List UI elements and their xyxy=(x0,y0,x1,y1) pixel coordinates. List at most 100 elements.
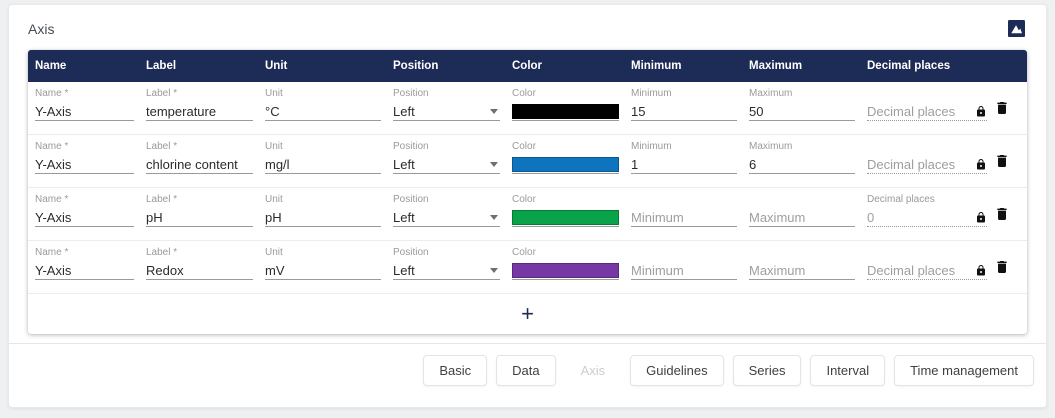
unit-field: Unit mg/l xyxy=(265,141,393,181)
color-field: Color xyxy=(512,141,631,181)
label-input[interactable]: Redox xyxy=(146,261,253,280)
maximum-field: Maximum xyxy=(749,194,867,234)
name-input[interactable]: Y-Axis xyxy=(35,102,134,121)
column-header-position: Position xyxy=(393,60,439,72)
field-floating-label: Unit xyxy=(265,247,283,258)
maximum-input[interactable]: Maximum xyxy=(749,208,855,227)
unit-input[interactable]: pH xyxy=(265,208,381,227)
name-field: Name * Y-Axis xyxy=(35,194,146,234)
tab-axis: Axis xyxy=(564,355,622,386)
minimum-input[interactable]: Minimum xyxy=(631,208,737,227)
color-swatch xyxy=(512,103,619,119)
lock-icon[interactable] xyxy=(975,264,987,277)
field-floating-label: Unit xyxy=(265,194,283,205)
position-field: Position Left xyxy=(393,194,512,234)
decimal-places-field: Decimal places 0 xyxy=(867,194,987,234)
row-actions xyxy=(987,194,1017,234)
add-row: + xyxy=(28,294,1027,334)
decimal-places-input[interactable]: Decimal places xyxy=(867,102,987,121)
axis-row: Name * Y-Axis Label * chlorine content U… xyxy=(28,135,1027,188)
color-picker[interactable] xyxy=(512,155,619,174)
color-swatch xyxy=(512,209,619,225)
field-floating-label: Label * xyxy=(146,194,178,205)
page-title: Axis xyxy=(28,20,55,37)
minimum-field: Minimum xyxy=(631,194,749,234)
field-floating-label: Decimal places xyxy=(867,194,935,205)
label-field: Label * Redox xyxy=(146,247,265,287)
column-header-minimum: Minimum xyxy=(631,60,682,72)
field-floating-label: Label * xyxy=(146,247,178,258)
field-floating-label xyxy=(867,88,987,101)
axis-row: Name * Y-Axis Label * pH Unit pH Positio… xyxy=(28,188,1027,241)
table-header-row: Name Label Unit Position Color Minimum M… xyxy=(28,50,1027,82)
field-floating-label: Maximum xyxy=(749,141,793,152)
position-select[interactable]: Left xyxy=(393,208,500,227)
lock-icon[interactable] xyxy=(975,105,987,118)
color-picker[interactable] xyxy=(512,261,619,280)
image-icon[interactable] xyxy=(1008,20,1025,37)
tab-guidelines[interactable]: Guidelines xyxy=(630,355,724,386)
chevron-down-icon xyxy=(490,214,498,220)
unit-input[interactable]: mg/l xyxy=(265,155,381,174)
position-select[interactable]: Left xyxy=(393,102,500,121)
label-input[interactable]: pH xyxy=(146,208,253,227)
field-floating-label xyxy=(749,194,867,207)
unit-input[interactable]: °C xyxy=(265,102,381,121)
field-floating-label: Color xyxy=(512,194,536,205)
color-picker[interactable] xyxy=(512,102,619,121)
name-input[interactable]: Y-Axis xyxy=(35,155,134,174)
maximum-input[interactable]: 6 xyxy=(749,155,855,174)
lock-icon[interactable] xyxy=(975,158,987,171)
tab-time-management[interactable]: Time management xyxy=(894,355,1034,386)
color-picker[interactable] xyxy=(512,208,619,227)
maximum-input[interactable]: 50 xyxy=(749,102,855,121)
minimum-field: Minimum 15 xyxy=(631,88,749,128)
tab-data[interactable]: Data xyxy=(496,355,556,386)
chevron-down-icon xyxy=(490,108,498,114)
label-field: Label * chlorine content xyxy=(146,141,265,181)
column-header-label: Label xyxy=(146,60,177,72)
decimal-places-field: Decimal places xyxy=(867,141,987,181)
column-header-color: Color xyxy=(512,60,543,72)
unit-field: Unit °C xyxy=(265,88,393,128)
label-input[interactable]: chlorine content xyxy=(146,155,253,174)
trash-icon[interactable] xyxy=(994,258,1010,276)
trash-icon[interactable] xyxy=(994,205,1010,223)
trash-icon[interactable] xyxy=(994,152,1010,170)
position-field: Position Left xyxy=(393,247,512,287)
position-select[interactable]: Left xyxy=(393,155,500,174)
column-header-maximum: Maximum xyxy=(749,60,803,72)
field-floating-label xyxy=(749,247,867,260)
footer-divider xyxy=(9,343,1046,344)
decimal-places-input[interactable]: 0 xyxy=(867,208,987,227)
maximum-field: Maximum xyxy=(749,247,867,287)
minimum-field: Minimum 1 xyxy=(631,141,749,181)
field-floating-label: Label * xyxy=(146,88,178,99)
minimum-input[interactable]: 15 xyxy=(631,102,737,121)
tab-interval[interactable]: Interval xyxy=(810,355,886,386)
tab-basic[interactable]: Basic xyxy=(423,355,488,386)
decimal-places-field: Decimal places xyxy=(867,247,987,287)
unit-field: Unit mV xyxy=(265,247,393,287)
decimal-places-field: Decimal places xyxy=(867,88,987,128)
decimal-places-input[interactable]: Decimal places xyxy=(867,261,987,280)
tab-series[interactable]: Series xyxy=(732,355,802,386)
name-input[interactable]: Y-Axis xyxy=(35,261,134,280)
position-select[interactable]: Left xyxy=(393,261,500,280)
field-floating-label xyxy=(867,247,987,260)
axis-row: Name * Y-Axis Label * temperature Unit °… xyxy=(28,82,1027,135)
field-floating-label xyxy=(631,194,749,207)
decimal-places-input[interactable]: Decimal places xyxy=(867,155,987,174)
name-input[interactable]: Y-Axis xyxy=(35,208,134,227)
minimum-input[interactable]: 1 xyxy=(631,155,737,174)
minimum-input[interactable]: Minimum xyxy=(631,261,737,280)
trash-icon[interactable] xyxy=(994,99,1010,117)
lock-icon[interactable] xyxy=(975,211,987,224)
column-header-unit: Unit xyxy=(265,60,288,72)
label-input[interactable]: temperature xyxy=(146,102,253,121)
unit-input[interactable]: mV xyxy=(265,261,381,280)
add-axis-button[interactable]: + xyxy=(521,301,534,326)
name-field: Name * Y-Axis xyxy=(35,141,146,181)
maximum-input[interactable]: Maximum xyxy=(749,261,855,280)
row-actions xyxy=(987,141,1017,181)
